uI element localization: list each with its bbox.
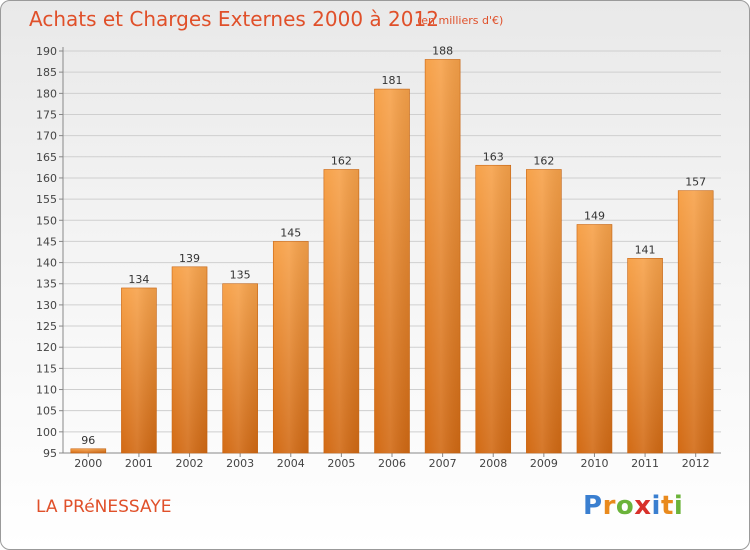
bar-shine: [374, 89, 410, 453]
value-label: 96: [81, 434, 95, 447]
y-tick-label: 180: [36, 87, 57, 100]
bar-shine: [121, 287, 157, 453]
x-tick-label: 2004: [277, 457, 305, 470]
y-tick-label: 145: [36, 235, 57, 248]
logo-letter: i: [673, 491, 684, 521]
logo-letter: o: [615, 491, 635, 521]
y-tick-label: 100: [36, 426, 57, 439]
axes: 95 100 105 110 115 120 125 130 135 140 145 150 155 16…: [36, 45, 721, 470]
commune-name: LA PRéNESSAYE: [36, 497, 172, 517]
bar-shine: [222, 283, 258, 453]
value-label: 139: [179, 252, 200, 265]
value-label: 181: [382, 74, 403, 87]
bar-shine: [70, 448, 106, 453]
x-tick-label: 2000: [74, 457, 102, 470]
value-label: 162: [533, 154, 554, 167]
y-tick-label: 160: [36, 172, 57, 185]
y-tick-label: 110: [36, 384, 57, 397]
y-tick-label: 130: [36, 299, 57, 312]
chart-title: Achats et Charges Externes 2000 à 2012: [29, 7, 439, 31]
value-label: 163: [483, 150, 504, 163]
y-tick-label: 170: [36, 130, 57, 143]
y-tick-label: 105: [36, 405, 57, 418]
y-tick-label: 95: [43, 447, 57, 460]
bar-shine: [526, 169, 562, 454]
value-label: 141: [635, 243, 656, 256]
bar-shine: [425, 59, 461, 453]
y-tick-label: 150: [36, 214, 57, 227]
x-tick-label: 2006: [378, 457, 406, 470]
y-tick-label: 155: [36, 193, 57, 206]
x-tick-label: 2011: [631, 457, 659, 470]
y-tick-label: 185: [36, 66, 57, 79]
data-labels: 96 134 139 135 145 162 181 188 163 162 149 141 157: [81, 44, 706, 446]
value-label: 145: [280, 226, 301, 239]
y-tick-label: 140: [36, 257, 57, 270]
value-label: 149: [584, 209, 605, 222]
x-tick-label: 2007: [429, 457, 457, 470]
x-tick-label: 2010: [580, 457, 608, 470]
bar-shine: [273, 241, 309, 453]
y-tick-label: 190: [36, 45, 57, 58]
x-tick-label: 2001: [125, 457, 153, 470]
x-tick-label: 2005: [327, 457, 355, 470]
x-tick-label: 2009: [530, 457, 558, 470]
y-tick-label: 135: [36, 278, 57, 291]
logo-letter: t: [660, 491, 674, 521]
logo-letter: x: [634, 491, 652, 521]
x-tick-label: 2008: [479, 457, 507, 470]
y-tick-label: 125: [36, 320, 57, 333]
bars: [70, 59, 714, 454]
y-tick-label: 175: [36, 108, 57, 121]
y-tick-label: 120: [36, 341, 57, 354]
value-label: 135: [230, 269, 251, 282]
x-tick-label: 2003: [226, 457, 254, 470]
logo-letter: r: [602, 491, 616, 521]
y-tick-label: 165: [36, 151, 57, 164]
bar-shine: [172, 266, 208, 453]
bar-shine: [323, 169, 359, 454]
logo-letter: i: [651, 491, 661, 521]
bar-shine: [627, 258, 663, 453]
bar-shine: [576, 224, 612, 453]
chart-subtitle: (en milliers d'€): [417, 14, 504, 27]
bar-shine: [678, 190, 714, 454]
value-label: 162: [331, 154, 352, 167]
bar-shine: [475, 165, 511, 453]
x-tick-label: 2002: [176, 457, 204, 470]
value-label: 188: [432, 44, 453, 57]
value-label: 157: [685, 176, 706, 189]
x-tick-label: 2012: [682, 457, 710, 470]
proxiti-logo: Proxiti: [583, 491, 683, 521]
y-tick-label: 115: [36, 362, 57, 375]
value-label: 134: [128, 273, 149, 286]
logo-letter: P: [583, 491, 603, 521]
